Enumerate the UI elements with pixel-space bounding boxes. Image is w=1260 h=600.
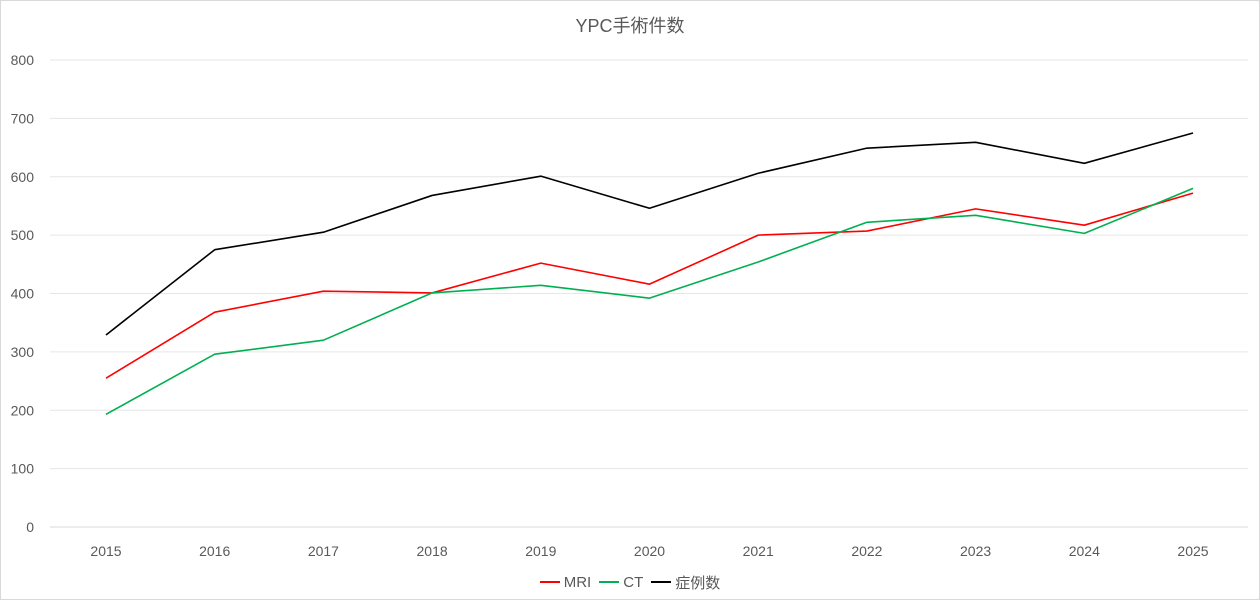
legend-label: 症例数 (675, 574, 721, 592)
y-tick-label: 600 (11, 169, 35, 185)
y-tick-label: 400 (11, 286, 35, 302)
x-tick-label: 2025 (1177, 543, 1208, 559)
y-tick-label: 500 (11, 227, 35, 243)
legend: MRI CT 症例数 (0, 570, 1260, 593)
chart-title: YPC手術件数 (575, 16, 685, 36)
x-tick-label: 2015 (90, 543, 121, 559)
legend-item: CT (599, 574, 643, 591)
x-tick-label: 2023 (960, 543, 991, 559)
x-tick-label: 2019 (525, 543, 556, 559)
y-tick-label: 700 (11, 110, 35, 126)
series-line-MRI (105, 192, 1194, 379)
x-tick-label: 2024 (1069, 543, 1100, 559)
legend-swatch (651, 581, 672, 583)
y-tick-label: 100 (11, 461, 35, 477)
y-tick-label: 0 (26, 519, 34, 535)
x-tick-label: 2017 (308, 543, 339, 559)
x-tick-label: 2018 (417, 543, 448, 559)
x-tick-label: 2020 (634, 543, 665, 559)
y-tick-label: 200 (11, 402, 35, 418)
x-tick-label: 2022 (851, 543, 882, 559)
legend-item: MRI (539, 573, 592, 591)
legend-label: CT (623, 573, 644, 591)
legend-label: MRI (563, 573, 592, 591)
legend-swatch (599, 581, 620, 583)
y-tick-label: 300 (11, 344, 35, 360)
y-tick-label: 800 (11, 52, 35, 68)
x-tick-label: 2016 (199, 543, 230, 559)
series-line-症例数 (105, 132, 1194, 336)
x-tick-label: 2021 (743, 543, 774, 559)
legend-swatch (539, 581, 560, 583)
legend-item: 症例数 (651, 572, 720, 593)
